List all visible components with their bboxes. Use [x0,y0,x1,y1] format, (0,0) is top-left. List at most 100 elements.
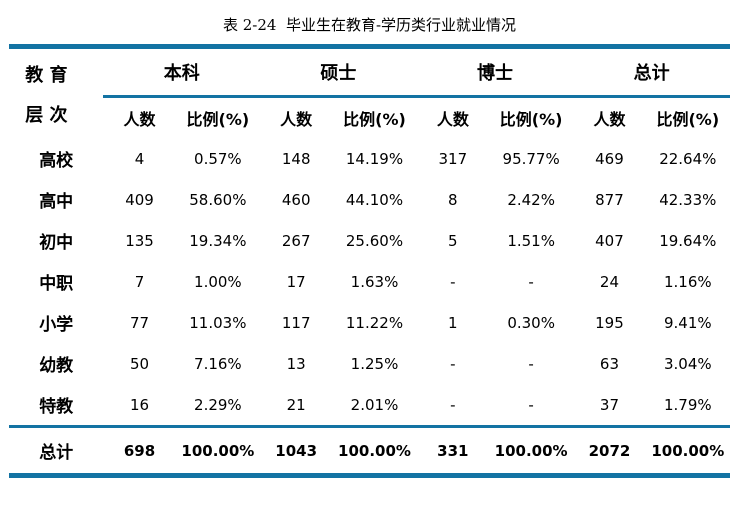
group-header-bachelor: 本科 [103,46,261,98]
subheader-ratio: 比例(%) [186,110,250,129]
row-label: 高中 [39,192,74,212]
cell: 2.01% [350,395,399,414]
group-header-master: 硕士 [260,46,417,98]
header-group-row: 教 育 层 次 本科 硕士 博士 总计 [9,46,730,126]
cell: 1.25% [350,354,399,373]
cell: 698 [103,425,176,476]
cell: 1043 [260,425,333,476]
cell: 25.60% [345,231,404,250]
cell: 407 [595,231,624,250]
subheader-count: 人数 [123,110,156,129]
table-row: 幼教 50 7.16% 13 1.25% - - 63 3.04% [9,343,730,384]
subheader-count: 人数 [593,110,626,129]
cell: 5 [448,231,458,250]
row-label: 初中 [39,233,74,253]
subheader-ratio: 比例(%) [656,110,720,129]
cell: 135 [125,231,154,250]
table-row: 中职 7 1.00% 17 1.63% - - 24 1.16% [9,261,730,302]
cell: 1.51% [507,231,555,250]
cell: - [450,354,456,373]
row-header-line2: 层 次 [25,104,68,126]
group-header-total: 总计 [573,46,730,98]
cell: 195 [595,313,624,332]
table-row: 小学 77 11.03% 117 11.22% 1 0.30% 195 9.41… [9,302,730,343]
cell: - [450,395,456,414]
subheader-ratio: 比例(%) [499,110,563,129]
cell: 37 [599,395,619,414]
header-sub-row: 人数 比例(%) 人数 比例(%) 人数 比例(%) 人数 比例(%) [9,97,730,139]
cell: 100.00% [175,425,261,476]
cell: 1.79% [663,395,712,414]
table-caption: 表 2-24 毕业生在教育-学历类行业就业情况 [222,16,517,34]
cell: 44.10% [345,190,404,209]
cell: 100.00% [645,425,730,476]
cell: 11.22% [345,313,404,332]
cell: 3.04% [663,354,712,373]
row-header-title: 教 育 层 次 [9,47,103,139]
row-label: 高校 [39,151,74,171]
cell: 19.64% [659,231,717,250]
cell: 331 [416,425,489,476]
cell: 95.77% [502,149,560,168]
cell: 22.64% [659,149,717,168]
cell: 877 [595,190,624,209]
cell: 2.29% [194,395,242,414]
cell: 9.41% [663,313,712,332]
cell: 7.16% [194,354,242,373]
cell: 50 [129,354,150,373]
cell: 148 [281,149,311,168]
table-total-row: 总计 698 100.00% 1043 100.00% 331 100.00% … [9,425,730,476]
cell: 11.03% [189,313,247,332]
employment-by-education-table: 教 育 层 次 本科 硕士 博士 总计 人数 比例(%) 人数 比例(%) 人数… [9,44,730,478]
table-row: 初中 135 19.34% 267 25.60% 5 1.51% 407 19.… [9,220,730,261]
cell: 58.60% [189,190,247,209]
cell: 24 [599,272,619,291]
cell: 16 [129,395,150,414]
cell: 2072 [573,425,646,476]
cell: - [528,354,534,373]
cell: 13 [286,354,306,373]
row-label: 中职 [39,274,74,294]
cell: 17 [286,272,306,291]
cell: - [450,272,456,291]
row-label: 特教 [39,397,74,417]
row-header-line1: 教 育 [25,64,68,86]
cell: 1.63% [350,272,399,291]
cell: 0.57% [194,149,242,168]
cell: 117 [281,313,311,332]
cell: 42.33% [659,190,717,209]
cell: 2.42% [507,190,555,209]
cell: 19.34% [189,231,247,250]
subheader-count: 人数 [436,110,469,129]
cell: 0.30% [507,313,555,332]
cell: 409 [125,190,154,209]
group-header-doctor: 博士 [416,46,574,98]
cell: - [528,272,534,291]
cell: 4 [134,149,145,168]
table-row: 高校 4 0.57% 148 14.19% 317 95.77% 469 22.… [9,138,730,179]
table-row: 特教 16 2.29% 21 2.01% - - 37 1.79% [9,384,730,427]
cell: 469 [595,149,624,168]
cell: 14.19% [345,149,404,168]
cell: 267 [281,231,311,250]
cell: 7 [134,272,145,291]
cell: 77 [129,313,150,332]
cell: 1.16% [663,272,712,291]
row-label: 总计 [9,425,104,476]
row-label: 小学 [39,315,74,335]
cell: - [528,395,534,414]
cell: 1 [448,313,458,332]
cell: 8 [448,190,458,209]
cell: 21 [286,395,306,414]
cell: 317 [438,149,468,168]
cell: 100.00% [488,425,574,476]
subheader-ratio: 比例(%) [343,110,406,129]
row-label: 幼教 [39,356,74,376]
subheader-count: 人数 [280,110,313,129]
cell: 1.00% [194,272,242,291]
cell: 100.00% [332,425,417,476]
cell: 63 [599,354,619,373]
table-row: 高中 409 58.60% 460 44.10% 8 2.42% 877 42.… [9,179,730,220]
cell: 460 [281,190,311,209]
